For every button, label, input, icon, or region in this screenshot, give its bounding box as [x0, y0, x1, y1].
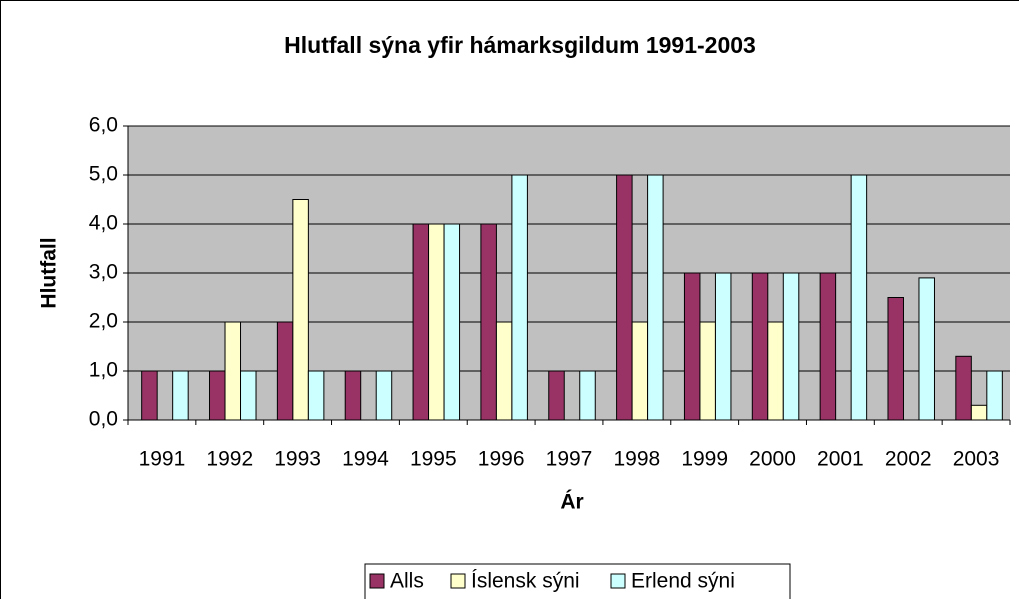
y-tick-label: 5,0 [89, 163, 118, 186]
x-tick-label: 1995 [410, 448, 457, 471]
legend-swatch [369, 573, 385, 589]
bar [714, 272, 732, 421]
x-tick-label: 1999 [681, 448, 728, 471]
legend-label: Íslensk sýni [471, 570, 580, 593]
bar [548, 370, 565, 421]
bar [209, 370, 226, 421]
x-tick-label: 1991 [139, 448, 186, 471]
x-tick-label: 1998 [613, 448, 660, 471]
bar [767, 321, 784, 421]
bar [918, 277, 935, 421]
y-tick-label: 0,0 [89, 408, 118, 431]
bar [850, 174, 868, 421]
bar [631, 321, 649, 421]
legend-label: Alls [390, 570, 424, 593]
chart-title: Hlutfall sýna yfir hámarksgildum 1991-20… [284, 32, 756, 58]
bar [955, 355, 972, 421]
x-tick-label: 1996 [478, 448, 525, 471]
bar [887, 297, 904, 421]
y-tick-label: 3,0 [89, 261, 118, 284]
x-tick-label: 2001 [817, 448, 864, 471]
x-tick-label: 1994 [342, 448, 389, 471]
y-tick-label: 2,0 [89, 310, 118, 333]
bar [240, 370, 257, 421]
y-tick-label: 6,0 [89, 114, 118, 137]
bar [480, 223, 497, 421]
bar [292, 199, 309, 421]
bar [443, 223, 461, 421]
bar [751, 272, 769, 421]
x-tick-label: 2003 [953, 448, 1000, 471]
x-tick-label: 1993 [274, 448, 321, 471]
bar [307, 370, 325, 421]
bar [616, 174, 633, 421]
legend [364, 563, 791, 599]
bar [412, 223, 430, 421]
bar [375, 370, 393, 421]
bar [276, 321, 294, 421]
bar [683, 272, 701, 421]
x-tick-label: 2000 [749, 448, 796, 471]
bar [495, 321, 513, 421]
bar [647, 174, 664, 421]
x-tick-label: 2002 [885, 448, 932, 471]
bar [699, 321, 716, 421]
bar [428, 223, 445, 421]
bar [782, 272, 800, 421]
legend-swatch [450, 573, 466, 589]
y-tick-label: 1,0 [89, 359, 118, 382]
bar [141, 370, 158, 421]
x-tick-label: 1997 [546, 448, 593, 471]
x-axis-label: Ár [560, 491, 583, 514]
bar [511, 174, 528, 421]
bar [970, 404, 988, 421]
bar [819, 272, 837, 421]
bar [986, 370, 1003, 421]
bar [344, 370, 362, 421]
legend-swatch [610, 573, 626, 589]
bar [579, 370, 596, 421]
y-axis-label: Hlutfall [38, 237, 61, 308]
bar [172, 370, 189, 421]
bar [224, 321, 242, 421]
y-tick-label: 4,0 [89, 212, 118, 235]
x-tick-label: 1992 [206, 448, 253, 471]
legend-label: Erlend sýni [631, 570, 735, 593]
